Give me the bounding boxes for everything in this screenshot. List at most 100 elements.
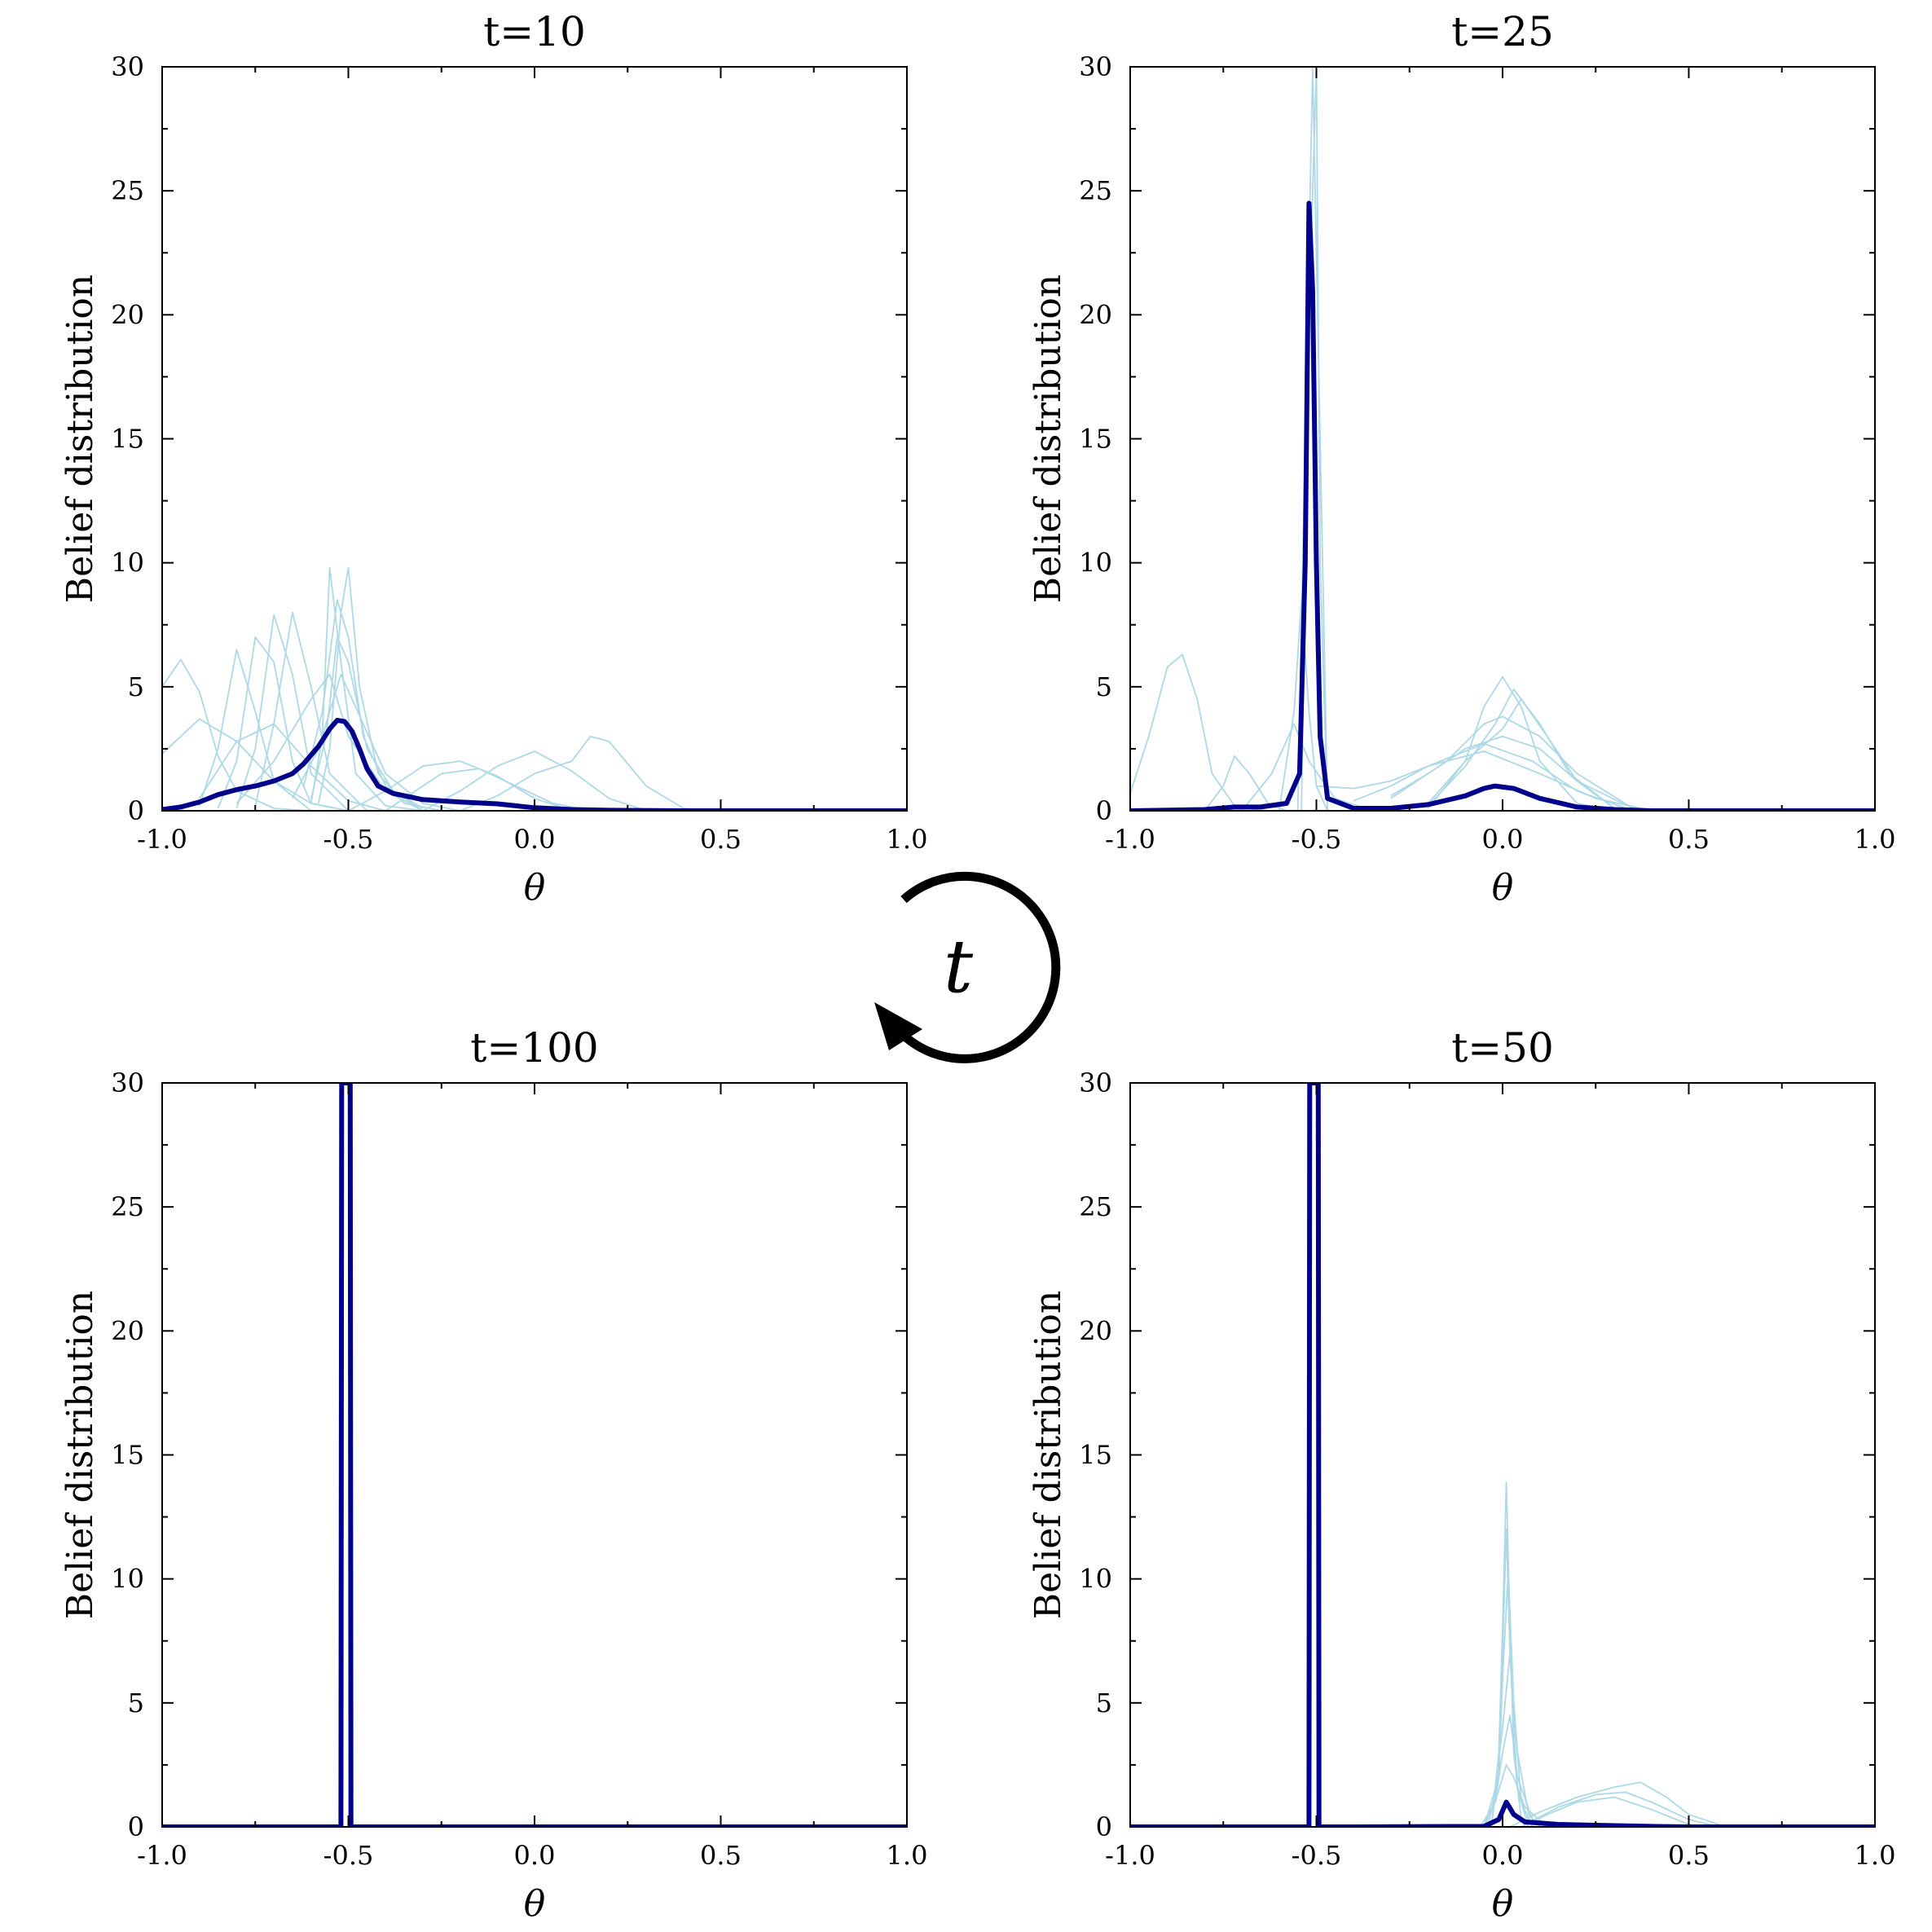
- individual-belief-line: [385, 768, 591, 811]
- x-tick-label: 1.0: [887, 1840, 928, 1871]
- x-axis-label: θ: [524, 1883, 546, 1925]
- individual-belief-line: [198, 723, 386, 811]
- y-tick-label: 15: [1079, 1440, 1112, 1471]
- x-tick-label: 0.5: [1668, 824, 1710, 855]
- mean-belief-line: [162, 1083, 907, 1827]
- x-tick-label: -1.0: [137, 1840, 187, 1871]
- y-tick-label: 25: [1079, 175, 1112, 206]
- individual-belief-line: [422, 750, 647, 811]
- y-tick-label: 10: [1079, 1564, 1112, 1595]
- panel-t25: -1.0 -0.5 0.0 0.5 1.0 0 5 10 15 20 25 30 t=25 θ Belief…: [1028, 8, 1895, 909]
- y-tick-label: 30: [111, 1067, 144, 1098]
- plot-frame: [161, 66, 908, 812]
- y-tick-label: 15: [1079, 424, 1112, 455]
- y-tick-label: 15: [111, 1440, 144, 1471]
- time-symbol: t: [944, 924, 974, 1010]
- x-axis-label: θ: [524, 867, 546, 909]
- plot-frame: [1129, 66, 1876, 812]
- individual-belief-line: [460, 735, 710, 811]
- individual-belief-line: [302, 599, 424, 809]
- individual-belief-line: [1353, 742, 1634, 811]
- y-tick-label: 20: [111, 299, 144, 330]
- y-tick-label: 20: [111, 1315, 144, 1346]
- y-tick-label: 0: [128, 1811, 144, 1842]
- individual-belief-line: [1390, 735, 1634, 809]
- y-tick-label: 10: [111, 548, 144, 579]
- y-tick-label: 0: [1096, 1811, 1112, 1842]
- individual-belief-line: [1130, 654, 1261, 811]
- plot-frame: [161, 1082, 908, 1828]
- panel-title: t=100: [470, 1024, 598, 1072]
- panel-t100: -1.0 -0.5 0.0 0.5 1.0 0 5 10 15 20 25 30 t=100 θ Belie…: [59, 1024, 927, 1925]
- individual-belief-line: [254, 611, 368, 811]
- individual-belief-line: [1483, 1653, 1541, 1827]
- x-tick-label: 1.0: [887, 824, 928, 855]
- cycle-arrowhead: [874, 1002, 922, 1050]
- x-tick-label: -1.0: [137, 824, 187, 855]
- y-tick-label: 5: [128, 1688, 144, 1719]
- x-tick-label: 0.5: [700, 824, 742, 855]
- y-tick-label: 25: [111, 175, 144, 206]
- x-tick-label: -0.5: [1292, 824, 1342, 855]
- time-cycle-arrow: t: [874, 871, 1061, 1063]
- individual-belief-line: [1296, 67, 1329, 811]
- individual-belief-line: [1509, 1781, 1727, 1827]
- panel-title: t=50: [1451, 1024, 1554, 1072]
- y-tick-label: 30: [111, 51, 144, 82]
- mean-belief-line: [1130, 1083, 1875, 1827]
- x-tick-label: -1.0: [1105, 824, 1155, 855]
- y-tick-label: 30: [1079, 1067, 1112, 1098]
- plot-lines: [1130, 67, 1875, 811]
- plot-lines: [1130, 1083, 1875, 1827]
- y-tick-label: 5: [128, 671, 144, 702]
- panel-title: t=25: [1451, 8, 1554, 55]
- panel-title: t=10: [483, 8, 586, 55]
- y-axis-label: Belief distribution: [59, 1291, 101, 1620]
- y-axis-label: Belief distribution: [59, 275, 101, 604]
- individual-belief-line: [162, 658, 311, 811]
- panel-t50: -1.0 -0.5 0.0 0.5 1.0 0 5 10 15 20 25 30 t=50 θ Belief…: [1028, 1024, 1895, 1925]
- individual-belief-line: [1427, 689, 1615, 809]
- x-tick-label: 0.5: [700, 1840, 742, 1871]
- y-tick-label: 0: [128, 795, 144, 826]
- y-tick-label: 25: [111, 1191, 144, 1222]
- x-axis-label: θ: [1492, 867, 1514, 909]
- x-tick-label: 1.0: [1855, 1840, 1896, 1871]
- y-tick-label: 10: [111, 1564, 144, 1595]
- x-tick-label: 0.0: [514, 824, 556, 855]
- y-tick-label: 20: [1079, 1315, 1112, 1346]
- mean-belief-line: [162, 717, 907, 811]
- x-tick-label: 0.0: [514, 1840, 556, 1871]
- y-tick-label: 15: [111, 424, 144, 455]
- individual-belief-line: [292, 673, 460, 811]
- y-tick-label: 30: [1079, 51, 1112, 82]
- x-tick-label: 0.0: [1482, 824, 1524, 855]
- individual-belief-line: [198, 649, 312, 811]
- individual-belief-line: [1479, 1764, 1548, 1827]
- individual-belief-line: [1241, 723, 1373, 811]
- x-tick-label: -0.5: [323, 1840, 374, 1871]
- x-tick-label: -1.0: [1105, 1840, 1155, 1871]
- y-tick-label: 5: [1096, 671, 1112, 702]
- individual-belief-line: [1316, 750, 1652, 811]
- y-tick-label: 10: [1079, 548, 1112, 579]
- y-tick-label: 20: [1079, 299, 1112, 330]
- individual-belief-line: [1486, 1570, 1534, 1827]
- y-axis-label: Belief distribution: [1028, 275, 1069, 604]
- cycle-arc: [883, 871, 1061, 1063]
- panel-t10: -1.0 -0.5 0.0 0.5 1.0 0 5 10 15 20 25 30 t=10 θ Belief…: [59, 8, 927, 909]
- x-tick-label: 0.5: [1668, 1840, 1710, 1871]
- individual-belief-line: [1204, 755, 1287, 811]
- mean-belief-line: [1130, 200, 1875, 811]
- plot-lines: [162, 1083, 907, 1827]
- plot-lines: [162, 566, 907, 811]
- x-axis-label: θ: [1492, 1883, 1514, 1925]
- individual-belief-line: [310, 566, 424, 811]
- x-tick-label: 1.0: [1855, 824, 1896, 855]
- plot-frame: [1129, 1082, 1876, 1828]
- x-tick-label: -0.5: [323, 824, 374, 855]
- y-tick-label: 25: [1079, 1191, 1112, 1222]
- x-tick-label: -0.5: [1292, 1840, 1342, 1871]
- y-tick-label: 5: [1096, 1688, 1112, 1719]
